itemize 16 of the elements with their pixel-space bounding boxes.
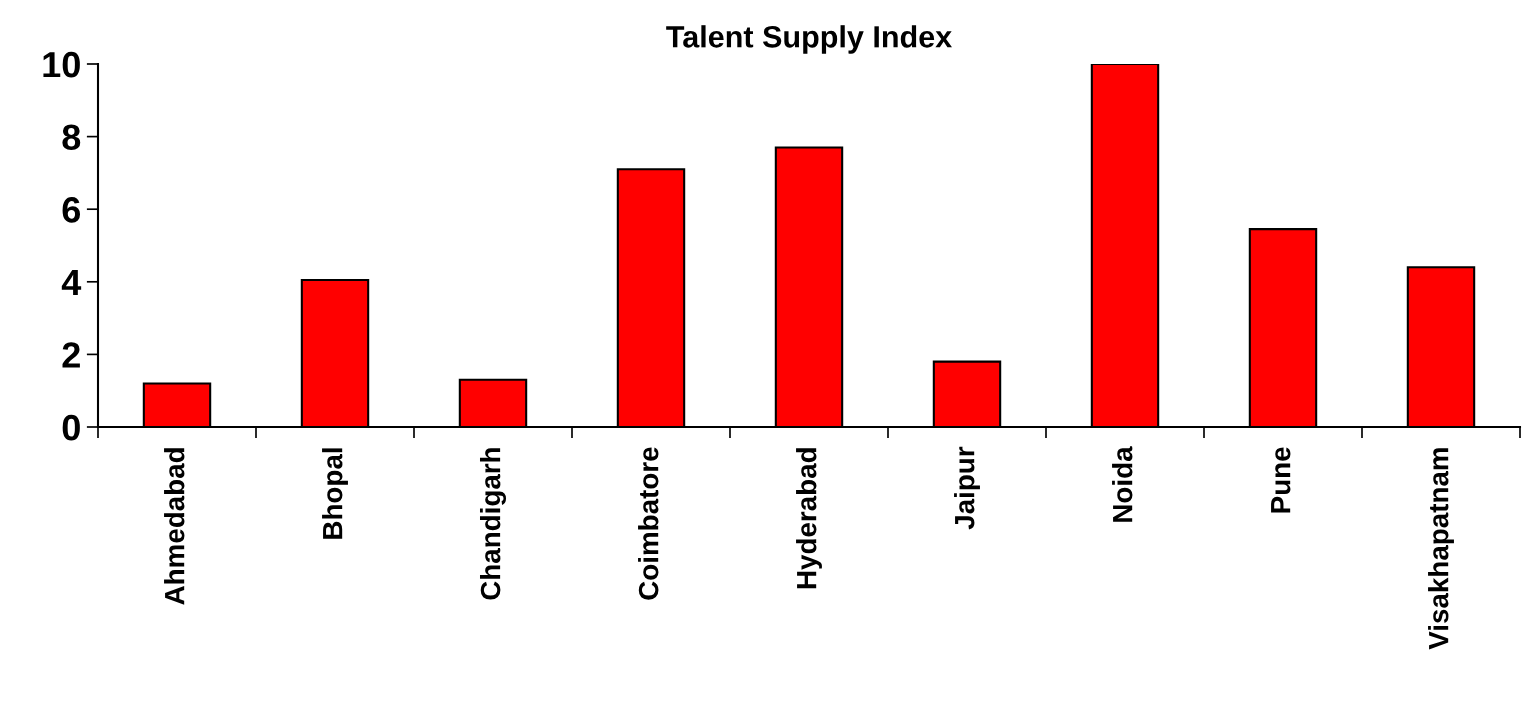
- x-tick-label: Bhopal: [322, 448, 348, 539]
- y-tick-label: 8: [62, 124, 81, 151]
- x-tick-label: Coimbatore: [638, 447, 659, 600]
- x-tick-label: Visakhapatnam: [1428, 448, 1454, 650]
- y-tick-label: 2: [62, 342, 80, 368]
- y-tick-label: 0: [62, 414, 80, 441]
- x-tick-label: Pune: [1271, 447, 1291, 513]
- x-tick-label: Ahmedabad: [164, 448, 185, 605]
- x-tick-label: Hyderabad: [796, 448, 822, 589]
- x-tick-label: Noida: [1112, 446, 1133, 522]
- y-tick-label: 10: [43, 51, 80, 78]
- y-tick-label: 4: [61, 270, 82, 295]
- x-tick-label: Chandigarh: [479, 448, 507, 600]
- x-tick-label: Jaipur: [954, 446, 980, 530]
- chart-title: Talent Supply Index: [666, 25, 952, 54]
- y-tick-label: 6: [62, 197, 81, 223]
